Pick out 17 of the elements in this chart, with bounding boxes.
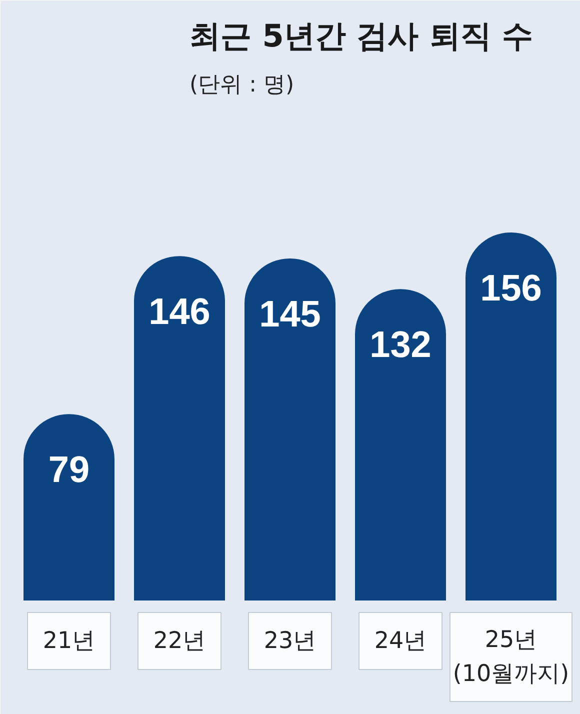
data-label: 132	[370, 324, 432, 366]
x-tick-label: 24년	[374, 628, 427, 654]
bar	[466, 232, 556, 600]
data-label: 156	[480, 268, 542, 308]
x-tick-label: 21년	[42, 628, 96, 654]
x-tick-label: 25년 (10월까지)	[452, 627, 570, 687]
bar	[134, 256, 225, 600]
x-tick-label: 23년	[264, 628, 316, 654]
x-tick-label: 22년	[153, 628, 206, 654]
data-label: 79	[48, 449, 90, 490]
bar	[244, 258, 336, 600]
chart-title: 최근 5년간 검사 퇴직 수	[190, 18, 534, 54]
bar	[24, 414, 114, 600]
data-label: 145	[259, 293, 321, 334]
data-label: 146	[148, 291, 210, 332]
bar	[355, 289, 446, 600]
chart-subtitle: (단위 : 명)	[190, 72, 294, 98]
